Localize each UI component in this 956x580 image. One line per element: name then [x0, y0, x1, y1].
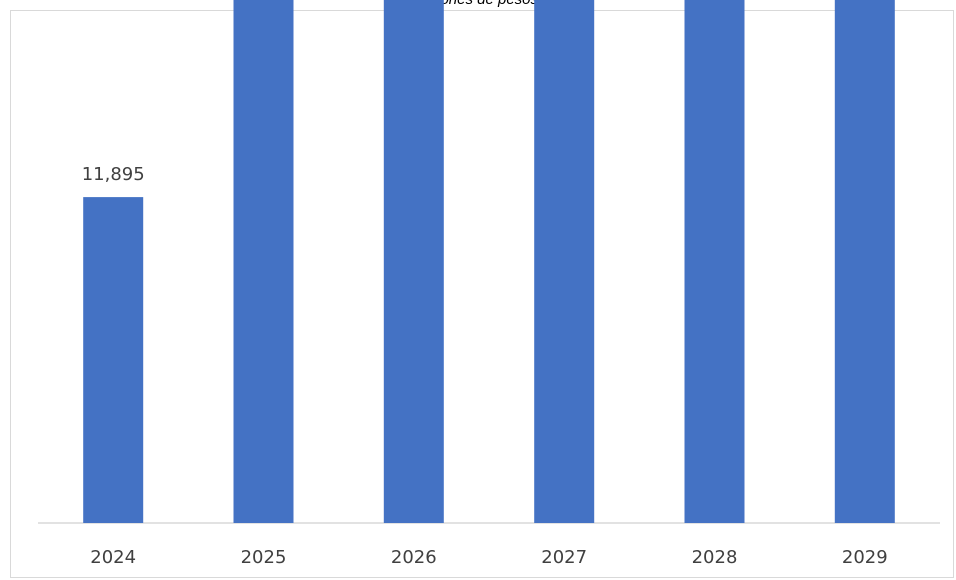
x-tick-label-2028: 2028 — [692, 547, 738, 568]
data-labels-group: 11,89512,22012,66213,10613,55013,994 — [82, 164, 145, 185]
bar-2025 — [233, 0, 294, 523]
x-tick-label-2025: 2025 — [241, 547, 287, 568]
x-tick-label-2026: 2026 — [391, 547, 437, 568]
chart-subtitle: Millones de pesos — [0, 0, 956, 10]
x-tick-label-2024: 2024 — [90, 547, 136, 568]
chart-frame — [10, 10, 954, 578]
bar-2029 — [834, 0, 895, 524]
x-tick-labels-group: 2024 2025 2026 2027 2028 2029 — [90, 547, 887, 568]
bar-2026 — [383, 0, 444, 523]
data-label-2024: 11,895 — [82, 164, 145, 185]
bar-2024 — [83, 197, 144, 523]
x-tick-label-2029: 2029 — [842, 547, 888, 568]
bars-group — [83, 0, 895, 524]
bar-2027 — [534, 0, 595, 524]
bar-2028 — [684, 0, 745, 523]
x-tick-label-2027: 2027 — [541, 547, 587, 568]
